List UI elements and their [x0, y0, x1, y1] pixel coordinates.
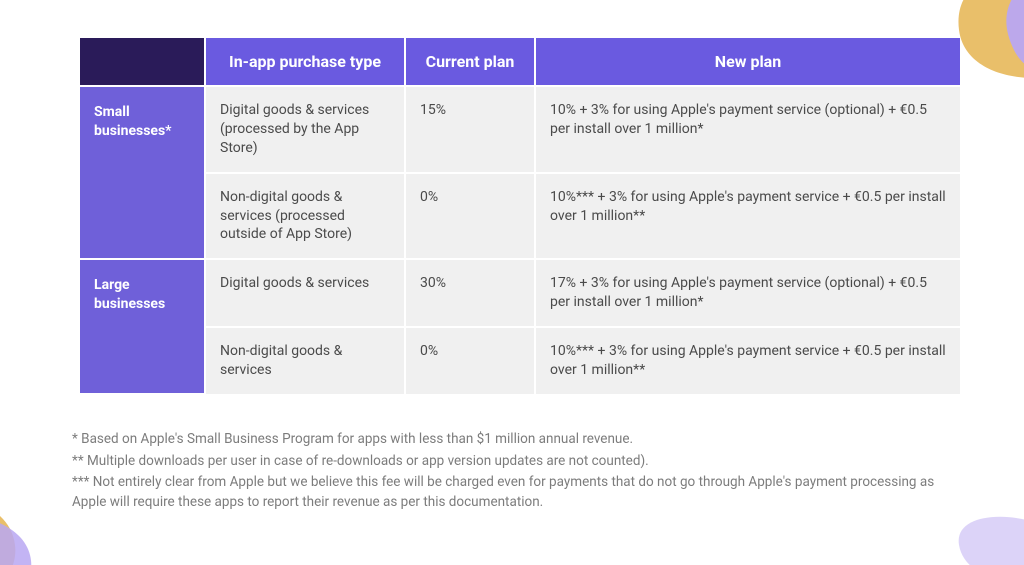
cell-current: 15%: [405, 86, 535, 173]
cell-new: 10%*** + 3% for using Apple's payment se…: [535, 173, 960, 260]
decorative-blob-bottom-right: [894, 515, 1024, 565]
cell-new: 10%*** + 3% for using Apple's payment se…: [535, 327, 960, 394]
pricing-table-container: In-app purchase type Current plan New pl…: [80, 38, 960, 395]
table-row: Non-digital goods & services (processed …: [80, 173, 960, 260]
footnotes: * Based on Apple's Small Business Progra…: [72, 430, 962, 514]
column-header-type: In-app purchase type: [205, 38, 405, 86]
column-header-current: Current plan: [405, 38, 535, 86]
category-label-small: Small businesses*: [80, 86, 205, 259]
table-header-row: In-app purchase type Current plan New pl…: [80, 38, 960, 86]
footnote-2: ** Multiple downloads per user in case o…: [72, 452, 962, 472]
table-row: Large businesses Digital goods & service…: [80, 259, 960, 327]
column-header-new: New plan: [535, 38, 960, 86]
category-label-large: Large businesses: [80, 259, 205, 394]
pricing-table: In-app purchase type Current plan New pl…: [80, 38, 960, 395]
table-row: Non-digital goods & services 0% 10%*** +…: [80, 327, 960, 394]
footnote-1: * Based on Apple's Small Business Progra…: [72, 430, 962, 450]
footnote-3: *** Not entirely clear from Apple but we…: [72, 473, 962, 512]
cell-type: Non-digital goods & services: [205, 327, 405, 394]
cell-type: Non-digital goods & services (processed …: [205, 173, 405, 260]
cell-type: Digital goods & services (processed by t…: [205, 86, 405, 173]
cell-current: 30%: [405, 259, 535, 327]
cell-type: Digital goods & services: [205, 259, 405, 327]
cell-new: 10% + 3% for using Apple's payment servi…: [535, 86, 960, 173]
cell-current: 0%: [405, 173, 535, 260]
column-header-blank: [80, 38, 205, 86]
cell-new: 17% + 3% for using Apple's payment servi…: [535, 259, 960, 327]
cell-current: 0%: [405, 327, 535, 394]
table-row: Small businesses* Digital goods & servic…: [80, 86, 960, 173]
